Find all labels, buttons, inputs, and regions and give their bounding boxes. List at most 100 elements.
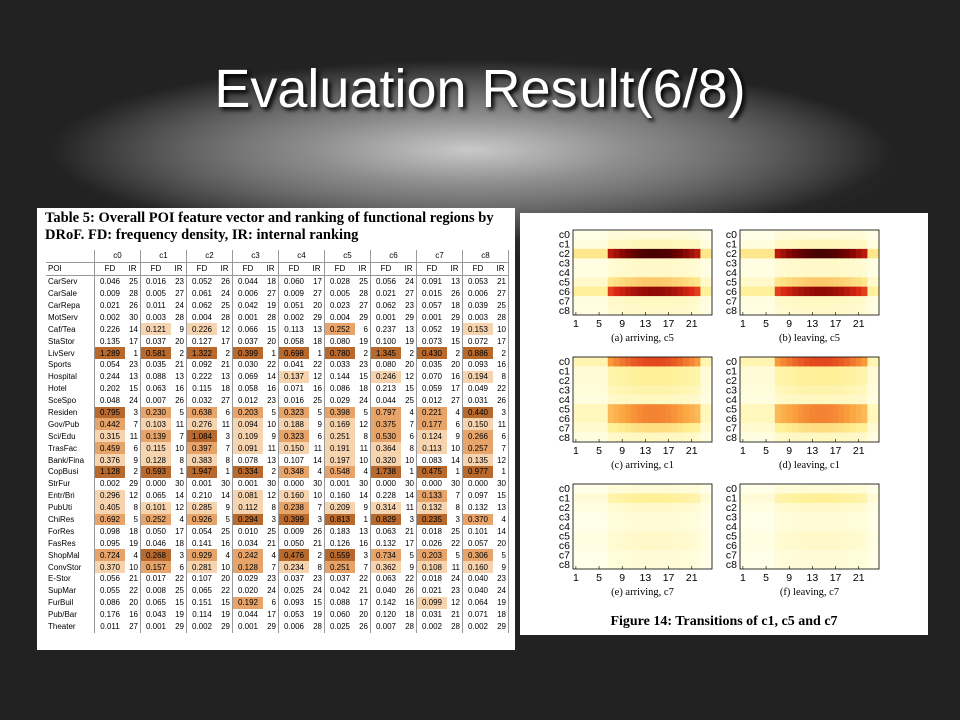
heatmap-cell — [861, 267, 868, 278]
heatmap-cell — [706, 550, 713, 560]
heatmap-cell — [832, 394, 839, 405]
ir-cell: 14 — [217, 489, 233, 502]
heatmap-cell — [578, 404, 585, 414]
heatmap-cell — [648, 366, 655, 377]
ir-cell: 4 — [493, 513, 509, 526]
heatmap-cell — [850, 432, 857, 443]
heatmap-cell — [740, 512, 747, 523]
heatmap-cell — [578, 550, 585, 560]
heatmap-cell — [590, 305, 597, 316]
heatmap-cell — [654, 521, 661, 532]
panel-caption: (e) arriving, c7 — [611, 587, 674, 598]
heatmap-cell — [659, 385, 666, 396]
heatmap-cell — [613, 357, 620, 367]
heatmap-cell — [838, 230, 845, 240]
heatmap-cell — [642, 375, 649, 386]
heatmap-cell — [694, 559, 701, 570]
heatmap-cell — [613, 277, 620, 287]
row-label: c4 — [559, 521, 570, 533]
heatmap-cell — [740, 413, 747, 424]
heatmap-cell — [642, 559, 649, 570]
heatmap-cell — [677, 484, 684, 494]
heatmap-cell — [809, 277, 816, 287]
fd-cell: 0.285 — [186, 501, 217, 514]
heatmap-cell — [590, 394, 597, 405]
ir-cell: 16 — [171, 382, 187, 395]
heatmap-cell — [625, 305, 632, 316]
heatmap-cell — [584, 385, 591, 396]
heatmap-cell — [867, 512, 874, 523]
x-tick-label: 9 — [786, 572, 792, 584]
heatmap-cell — [861, 521, 868, 532]
poi-name: SupMar — [46, 584, 95, 597]
heatmap-cell — [590, 502, 597, 513]
ir-cell: 18 — [401, 608, 417, 621]
fd-cell: 0.016 — [145, 277, 167, 287]
plot-frame — [739, 356, 880, 443]
fd-cell: 0.055 — [99, 586, 121, 596]
heatmap-cell — [694, 521, 701, 532]
ir-cell: 4 — [401, 406, 417, 419]
fd-cell: 0.040 — [467, 574, 489, 584]
ir-cell: 27 — [217, 394, 233, 407]
heatmap-cell — [654, 357, 661, 367]
heatmap-cell — [763, 277, 770, 287]
plot-frame — [572, 356, 713, 443]
heatmap-cell — [700, 432, 707, 443]
fd-cell: 1.128 — [94, 466, 125, 478]
heatmap-cell — [706, 423, 713, 433]
x-tick-label: 13 — [640, 318, 652, 330]
ir-cell: 16 — [493, 359, 509, 371]
heatmap-cell — [596, 540, 603, 551]
heatmap-cell — [630, 512, 638, 523]
heatmap-cell — [654, 366, 661, 377]
fd-cell: 0.314 — [370, 501, 401, 514]
heatmap-cell — [659, 277, 666, 287]
heatmap-cell — [786, 394, 793, 405]
heatmap-cell — [630, 484, 638, 494]
heatmap-cell — [803, 404, 810, 414]
heatmap-cell — [797, 404, 805, 414]
heatmap-cell — [636, 521, 643, 532]
heatmap-cell — [700, 540, 707, 551]
heatmap-cell — [677, 296, 684, 306]
heatmap-cell — [815, 540, 822, 551]
heatmap-cell — [786, 413, 793, 424]
heatmap-cell — [607, 423, 614, 433]
heatmap-cell — [821, 230, 828, 240]
fd-cell: 0.370 — [462, 513, 493, 526]
ir-cell: 27 — [401, 287, 417, 300]
heatmap-cell — [873, 423, 880, 433]
heatmap-cell — [740, 502, 747, 513]
x-tick-label: 17 — [830, 572, 842, 584]
heatmap-cell — [832, 404, 839, 414]
heatmap-cell — [745, 357, 752, 367]
heatmap-cell — [584, 357, 591, 367]
heatmap-cell — [601, 432, 609, 443]
heatmap-cell — [694, 277, 701, 287]
ir-cell: 5 — [263, 406, 279, 419]
ir-cell: 8 — [447, 501, 463, 514]
heatmap-cell — [625, 366, 632, 377]
heatmap-cell — [740, 432, 747, 443]
ir-cell: 13 — [263, 454, 279, 467]
heatmap-cell — [873, 385, 880, 396]
heatmap-cell — [815, 258, 822, 269]
x-tick-label: 17 — [663, 318, 675, 330]
table-box: Table 5: Overall POI feature vector and … — [37, 208, 515, 650]
heatmap-cell — [786, 267, 793, 278]
heatmap-cell — [797, 385, 805, 396]
fd-cell: 0.197 — [324, 454, 355, 467]
heatmap-cell — [584, 286, 591, 297]
heatmap-cell — [826, 305, 833, 316]
heatmap-cell — [751, 385, 758, 396]
ir-cell: 12 — [171, 501, 187, 514]
ir-cell: 23 — [355, 359, 371, 371]
ir-cell: 30 — [217, 477, 233, 490]
x-tick-label: 13 — [640, 445, 652, 457]
heatmap-cell — [757, 286, 764, 297]
ir-cell: 27 — [355, 299, 371, 312]
heatmap-cell — [688, 550, 695, 560]
fd-cell: 0.142 — [375, 598, 397, 608]
heatmap-cell — [815, 413, 822, 424]
